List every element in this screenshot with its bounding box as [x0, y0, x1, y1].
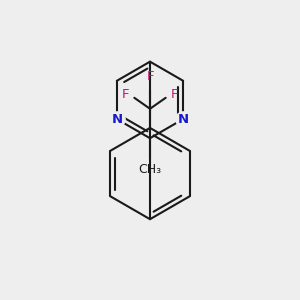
Text: F: F	[171, 88, 178, 100]
Text: N: N	[111, 112, 122, 126]
Text: F: F	[146, 70, 154, 83]
Text: F: F	[122, 88, 129, 100]
Text: CH₃: CH₃	[138, 163, 162, 176]
Text: N: N	[178, 112, 189, 126]
